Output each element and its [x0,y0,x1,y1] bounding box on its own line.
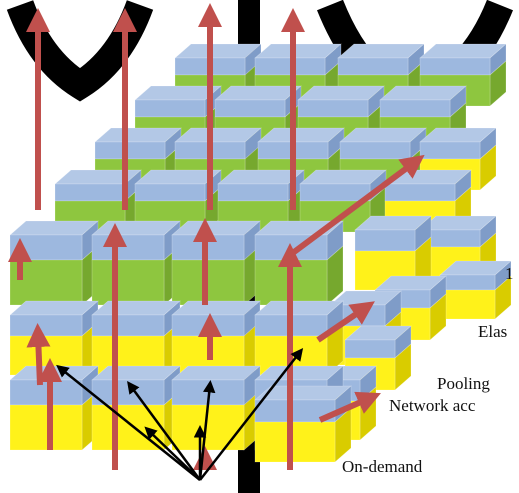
black-arrows [56,348,304,481]
cube-front-2-0 [9,365,99,451]
red-arrow-14 [318,391,381,423]
black-arrow-1 [127,380,202,481]
cube-front-2-1 [91,365,181,451]
cube-back-19 [439,260,512,320]
cube-front-0-2 [171,220,261,306]
black-arrow-0 [56,364,201,481]
cube-front-0-0 [9,220,99,306]
cube-front-0-1 [91,220,181,306]
label-network-access: Network acc [389,396,476,415]
cube-front-1-0 [9,300,99,376]
label-pooling: Pooling [437,374,490,393]
label-partial: 1 [505,264,514,283]
red-arrows [8,3,425,470]
label-elastic: Elas [478,322,508,341]
red-arrow-13 [316,301,375,343]
red-arrow-8 [26,323,51,386]
cube-front-2-2 [171,365,261,451]
cube-front-0-3 [254,220,344,306]
cube-front-1-2 [171,300,261,376]
black-arrow-5 [199,348,304,481]
cube-on-demand [254,385,352,463]
black-arrow-4 [198,380,216,481]
label-on-demand: On-demand [342,457,423,476]
black-arrow-2 [144,426,201,481]
cube-front-1-3 [254,300,344,376]
cube-front-1-1 [91,300,181,376]
red-arrow-12 [288,154,425,258]
